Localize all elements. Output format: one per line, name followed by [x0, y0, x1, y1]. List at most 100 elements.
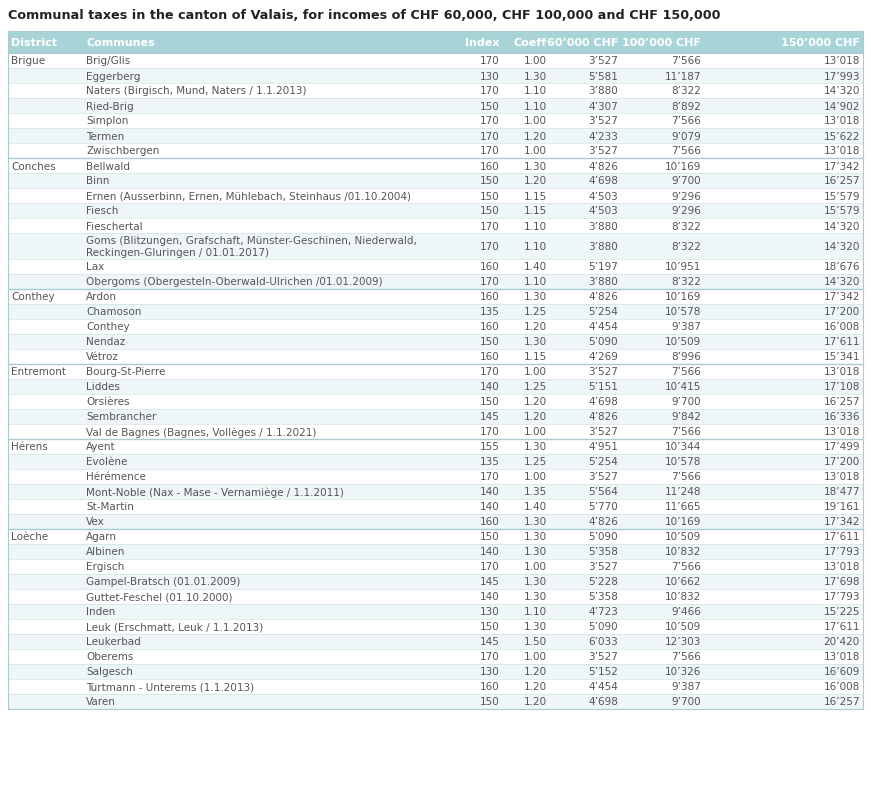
Text: 130: 130: [479, 607, 499, 617]
Text: 130: 130: [479, 666, 499, 677]
Text: 13’018: 13’018: [824, 427, 860, 437]
Text: Turtmann - Unterems (1.1.2013): Turtmann - Unterems (1.1.2013): [86, 682, 254, 691]
Text: 10’169: 10’169: [665, 161, 701, 172]
Bar: [8, 695, 863, 709]
Text: Agarn: Agarn: [86, 532, 118, 542]
Text: 16’609: 16’609: [824, 666, 860, 677]
Text: 1.20: 1.20: [524, 697, 547, 707]
Bar: [8, 559, 863, 574]
Text: 1.15: 1.15: [523, 352, 547, 362]
Text: Fieschertal: Fieschertal: [86, 221, 143, 231]
Text: 4’233: 4’233: [588, 132, 618, 141]
Text: 150: 150: [479, 397, 499, 407]
Bar: [8, 439, 863, 455]
Text: 14’320: 14’320: [824, 221, 860, 231]
Text: 1.30: 1.30: [524, 516, 547, 527]
Text: 160: 160: [479, 292, 499, 302]
Bar: [8, 484, 863, 500]
Text: 1.30: 1.30: [524, 442, 547, 452]
Text: 1.15: 1.15: [523, 191, 547, 201]
Text: 7’566: 7’566: [671, 427, 701, 437]
Text: 15’579: 15’579: [823, 191, 860, 201]
Text: 1.10: 1.10: [524, 87, 547, 96]
Text: 8’322: 8’322: [671, 277, 701, 287]
Text: 9’079: 9’079: [672, 132, 701, 141]
Bar: [8, 54, 863, 69]
Text: 10’509: 10’509: [665, 622, 701, 632]
Text: 150: 150: [479, 101, 499, 111]
Bar: [8, 290, 863, 305]
Text: Eggerberg: Eggerberg: [86, 71, 140, 81]
Text: District: District: [11, 38, 57, 48]
Text: 1.00: 1.00: [524, 146, 547, 156]
Text: 130: 130: [479, 71, 499, 81]
Text: Conthey: Conthey: [11, 292, 55, 302]
Text: 13’018: 13’018: [824, 56, 860, 67]
Text: 7’566: 7’566: [671, 116, 701, 127]
Text: 3’880: 3’880: [588, 221, 618, 231]
Text: 170: 170: [479, 87, 499, 96]
Text: 10’951: 10’951: [665, 262, 701, 272]
Text: 1.20: 1.20: [524, 412, 547, 422]
Text: 9’700: 9’700: [672, 397, 701, 407]
Text: 170: 170: [479, 241, 499, 252]
Text: Leuk (Erschmatt, Leuk / 1.1.2013): Leuk (Erschmatt, Leuk / 1.1.2013): [86, 622, 264, 632]
Text: Evolène: Evolène: [86, 457, 128, 467]
Text: 8’322: 8’322: [671, 87, 701, 96]
Text: 1.00: 1.00: [524, 56, 547, 67]
Text: Salgesch: Salgesch: [86, 666, 133, 677]
Bar: [8, 529, 863, 545]
Bar: [8, 129, 863, 144]
Text: 12’303: 12’303: [665, 637, 701, 646]
Text: 145: 145: [479, 412, 499, 422]
Text: 3’527: 3’527: [588, 116, 618, 127]
Text: Val de Bagnes (Bagnes, Vollèges / 1.1.2021): Val de Bagnes (Bagnes, Vollèges / 1.1.20…: [86, 427, 317, 437]
Bar: [8, 144, 863, 159]
Text: 170: 170: [479, 367, 499, 377]
Text: 8’322: 8’322: [671, 241, 701, 252]
Text: 17’342: 17’342: [823, 292, 860, 302]
Text: 4’307: 4’307: [588, 101, 618, 111]
Bar: [8, 99, 863, 114]
Text: Communes: Communes: [86, 38, 155, 48]
Text: 20’420: 20’420: [824, 637, 860, 646]
Text: Brig/Glis: Brig/Glis: [86, 56, 131, 67]
Text: 1.10: 1.10: [524, 277, 547, 287]
Text: Zwischbergen: Zwischbergen: [86, 146, 159, 156]
Text: 170: 170: [479, 472, 499, 482]
Text: 170: 170: [479, 277, 499, 287]
Text: Leukerbad: Leukerbad: [86, 637, 141, 646]
Text: 7’566: 7’566: [671, 561, 701, 572]
Bar: [8, 84, 863, 99]
Text: 150: 150: [479, 176, 499, 186]
Text: 10’509: 10’509: [665, 532, 701, 542]
Text: Gampel-Bratsch (01.01.2009): Gampel-Bratsch (01.01.2009): [86, 577, 240, 587]
Text: Liddes: Liddes: [86, 382, 120, 392]
Text: 160: 160: [479, 262, 499, 272]
Text: 160: 160: [479, 682, 499, 691]
Bar: [8, 514, 863, 529]
Text: Naters (Birgisch, Mund, Naters / 1.1.2013): Naters (Birgisch, Mund, Naters / 1.1.201…: [86, 87, 307, 96]
Bar: [8, 32, 863, 54]
Text: Obergoms (Obergesteln-Oberwald-Ulrichen /01.01.2009): Obergoms (Obergesteln-Oberwald-Ulrichen …: [86, 277, 383, 287]
Text: 140: 140: [479, 592, 499, 602]
Text: 13’018: 13’018: [824, 367, 860, 377]
Text: 60’000 CHF: 60’000 CHF: [547, 38, 618, 48]
Text: 4’454: 4’454: [588, 322, 618, 332]
Bar: [8, 649, 863, 664]
Text: Coeff: Coeff: [514, 38, 547, 48]
Text: 14’320: 14’320: [824, 277, 860, 287]
Text: 170: 170: [479, 146, 499, 156]
Text: 13’018: 13’018: [824, 472, 860, 482]
Text: Ernen (Ausserbinn, Ernen, Mühlebach, Steinhaus /01.10.2004): Ernen (Ausserbinn, Ernen, Mühlebach, Ste…: [86, 191, 411, 201]
Text: 9’466: 9’466: [671, 607, 701, 617]
Text: 8’996: 8’996: [671, 352, 701, 362]
Bar: [8, 174, 863, 188]
Text: Termen: Termen: [86, 132, 125, 141]
Text: Vétroz: Vétroz: [86, 352, 119, 362]
Text: 13’018: 13’018: [824, 116, 860, 127]
Text: 11’187: 11’187: [665, 71, 701, 81]
Text: 170: 170: [479, 652, 499, 662]
Text: 1.10: 1.10: [524, 101, 547, 111]
Text: Communal taxes in the canton of Valais, for incomes of CHF 60,000, CHF 100,000 a: Communal taxes in the canton of Valais, …: [8, 9, 720, 22]
